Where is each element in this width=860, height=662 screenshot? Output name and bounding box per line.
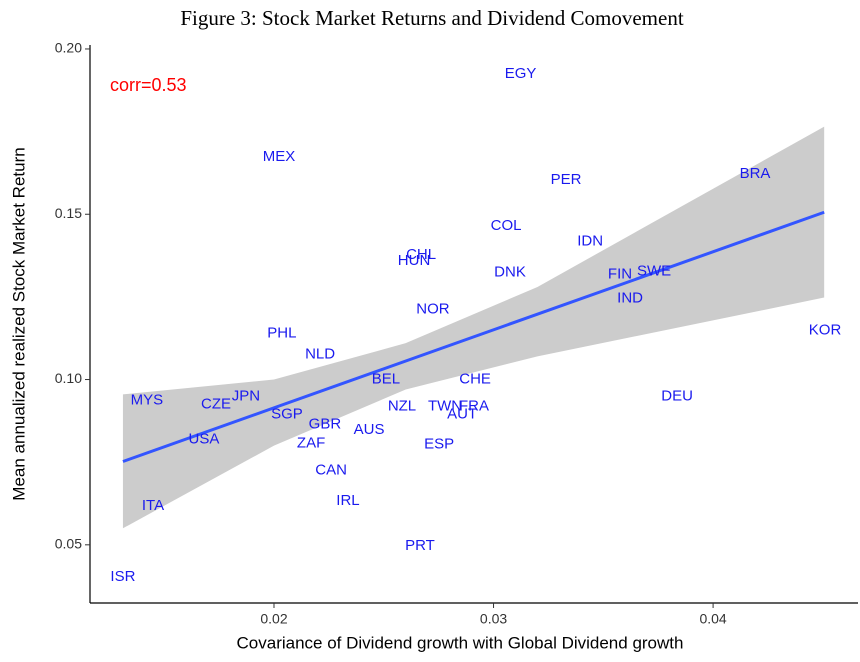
x-tick-label: 0.04 (699, 611, 726, 627)
point-label: JPN (232, 388, 260, 405)
point-label: PRT (405, 537, 435, 554)
point-label: HUN (398, 252, 431, 269)
point-label: CAN (315, 462, 347, 479)
point-label: NOR (416, 300, 450, 317)
point-label: AUS (354, 421, 385, 438)
point-label: AUT (447, 406, 477, 423)
point-label: ITA (142, 497, 164, 514)
point-label: FRA (459, 398, 489, 415)
point-label: GBR (309, 415, 342, 432)
point-label: DNK (494, 263, 526, 280)
point-label: IDN (577, 232, 603, 249)
point-label: USA (189, 431, 220, 448)
point-label: DEU (661, 388, 693, 405)
y-tick-label: 0.20 (55, 40, 82, 56)
point-label: IRL (336, 492, 359, 509)
chart-title: Figure 3: Stock Market Returns and Divid… (180, 6, 684, 30)
annotation: corr=0.53 (110, 75, 187, 95)
point-label: MEX (263, 148, 296, 165)
point-label: KOR (809, 322, 842, 339)
point-label: ISR (110, 568, 135, 585)
y-tick-label: 0.05 (55, 536, 82, 552)
point-label: BEL (372, 371, 400, 388)
point-label: COL (491, 217, 522, 234)
y-tick-label: 0.15 (55, 205, 82, 221)
point-label: FIN (608, 265, 632, 282)
point-label: PHL (267, 325, 296, 342)
point-label: TWN (428, 398, 462, 415)
point-label: ESP (424, 436, 454, 453)
point-label: EGY (505, 65, 537, 82)
confidence-band (122, 126, 825, 529)
x-tick-label: 0.02 (260, 611, 287, 627)
point-label: CHL (406, 246, 436, 263)
point-label: NLD (305, 345, 335, 362)
fit-line (122, 210, 825, 463)
point-label: SWE (637, 262, 671, 279)
point-label: CHE (459, 371, 491, 388)
point-label: BRA (740, 165, 771, 182)
y-axis-title: Mean annualized realized Stock Market Re… (9, 147, 28, 500)
x-axis-title: Covariance of Dividend growth with Globa… (237, 633, 684, 652)
point-label: IND (617, 290, 643, 307)
point-label: PER (551, 171, 582, 188)
x-tick-label: 0.03 (480, 611, 507, 627)
point-label: CZE (201, 396, 231, 413)
point-label: SGP (271, 406, 303, 423)
point-label: MYS (131, 392, 164, 409)
point-label: NZL (388, 398, 416, 415)
y-tick-label: 0.10 (55, 370, 82, 386)
point-label: ZAF (297, 435, 325, 452)
